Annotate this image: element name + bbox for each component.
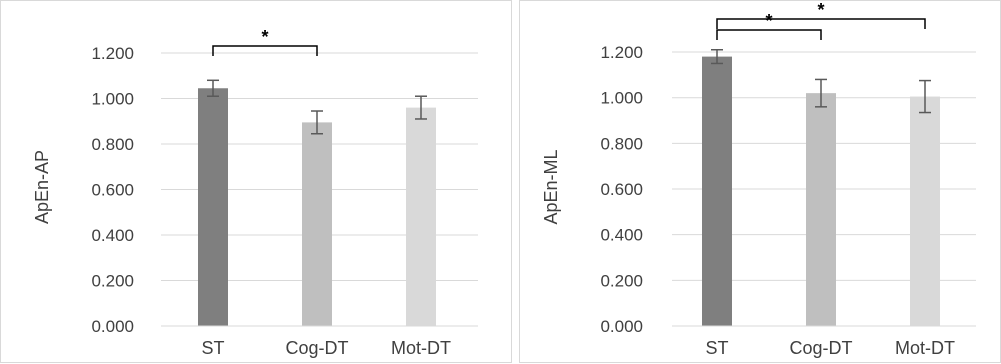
y-tick-label: 1.000 <box>600 89 643 108</box>
y-tick-label: 0.000 <box>600 317 643 336</box>
y-tick-label: 0.400 <box>600 226 643 245</box>
significance-bracket <box>716 18 926 29</box>
y-axis-title: ApEn-AP <box>32 150 52 224</box>
y-tick-label: 1.200 <box>91 44 134 63</box>
y-tick-label: 1.200 <box>600 43 643 62</box>
y-tick-label: 0.800 <box>600 134 643 153</box>
chart-panel-apen-ml: 0.000 0.200 0.400 0.600 0.800 1.000 1.200 ST Cog… <box>519 0 1001 363</box>
x-category-label: Cog-DT <box>789 338 852 358</box>
bar-cog-dt <box>302 122 332 326</box>
significance-star: * <box>817 0 824 20</box>
y-tick-label: 0.800 <box>91 135 134 154</box>
x-category-label: ST <box>705 338 728 358</box>
significance-star: * <box>261 27 268 47</box>
x-category-label: Mot-DT <box>895 338 955 358</box>
bar-mot-dt <box>910 96 940 326</box>
x-category-label: ST <box>201 338 224 358</box>
significance-bracket <box>716 29 822 40</box>
significance-star: * <box>765 11 772 31</box>
x-category-label: Mot-DT <box>391 338 451 358</box>
x-category-label: Cog-DT <box>285 338 348 358</box>
significance-bracket <box>212 45 318 56</box>
y-tick-label: 0.600 <box>600 180 643 199</box>
bar-st <box>198 88 228 326</box>
y-tick-label: 1.000 <box>91 90 134 109</box>
bar-mot-dt <box>406 107 436 326</box>
y-axis-title: ApEn-ML <box>541 149 561 224</box>
bar-st <box>702 56 732 327</box>
chart-apen-ml: 0.000 0.200 0.400 0.600 0.800 1.000 1.200 ST Cog… <box>541 0 976 358</box>
y-tick-label: 0.200 <box>91 272 134 291</box>
bar-cog-dt <box>806 93 836 326</box>
y-tick-label: 0.200 <box>600 271 643 290</box>
chart-apen-ap: 0.000 0.200 0.400 0.600 0.800 1.000 1.200 ST Cog… <box>32 27 478 358</box>
chart-panel-apen-ap: 0.000 0.200 0.400 0.600 0.800 1.000 1.200 ST Cog… <box>0 0 512 363</box>
y-tick-label: 0.600 <box>91 181 134 200</box>
y-tick-label: 0.000 <box>91 317 134 336</box>
y-tick-label: 0.400 <box>91 226 134 245</box>
